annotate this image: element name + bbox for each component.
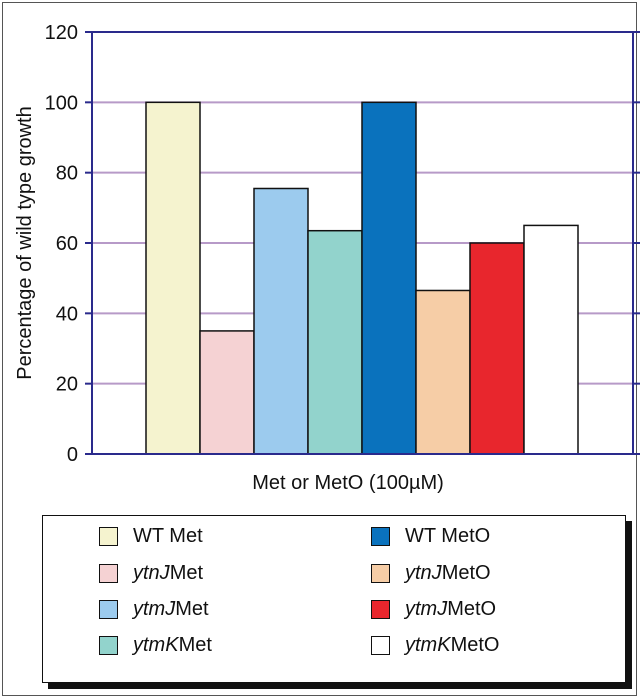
legend-label: WT Met — [133, 524, 203, 547]
legend-gene: ytmK — [133, 633, 179, 656]
legend-gene: ytmJ — [133, 597, 176, 620]
bar — [253, 187, 309, 455]
bar — [523, 224, 579, 455]
legend-item-ytmj-meto: ytmJ MetO — [371, 595, 496, 623]
bar — [199, 330, 255, 455]
legend-swatch — [99, 599, 118, 619]
y-axis-ticks: 0 20 40 60 80 100 120 — [45, 22, 640, 466]
legend-swatch — [371, 635, 390, 655]
legend-item-ytmk-met: ytmK Met — [99, 631, 212, 659]
legend-swatch — [371, 599, 390, 619]
y-tick-label: 20 — [56, 374, 78, 396]
y-axis-label: Percentage of wild type growth — [14, 106, 36, 380]
bar — [361, 101, 417, 455]
legend-label: WT MetO — [405, 524, 491, 547]
x-axis-label: Met or MetO (100µM) — [252, 472, 444, 494]
legend-label: MetO — [447, 597, 497, 620]
y-tick-label: 60 — [56, 233, 78, 255]
legend-swatch — [99, 563, 118, 583]
legend: WT Met ytnJ Met ytmJ Met ytmK Met WT Met… — [42, 515, 626, 683]
legend-label: MetO — [441, 561, 491, 584]
legend-item-ytmk-meto: ytmK MetO — [371, 631, 499, 659]
y-tick-label: 0 — [67, 444, 78, 466]
legend-label: Met — [169, 561, 204, 584]
legend-item-ytmj-met: ytmJ Met — [99, 595, 209, 623]
bars — [145, 101, 579, 455]
bar — [415, 289, 471, 455]
y-tick-label: 40 — [56, 303, 78, 325]
legend-item-ytnj-met: ytnJ Met — [99, 559, 203, 587]
legend-gene: ytnJ — [133, 561, 170, 584]
legend-label: Met — [178, 633, 212, 656]
legend-label: MetO — [450, 633, 500, 656]
legend-gene: ytmK — [405, 633, 451, 656]
legend-item-ytnj-meto: ytnJ MetO — [371, 559, 491, 587]
bar — [145, 101, 201, 455]
legend-item-wt-met: WT Met — [99, 522, 203, 550]
legend-swatch — [371, 526, 390, 546]
bar — [469, 242, 525, 455]
legend-gene: ytnJ — [405, 561, 442, 584]
legend-swatch — [99, 526, 118, 546]
legend-swatch — [99, 635, 118, 655]
y-tick-label: 120 — [45, 22, 78, 44]
y-tick-label: 80 — [56, 163, 78, 185]
legend-item-wt-meto: WT MetO — [371, 522, 490, 550]
y-tick-label: 100 — [45, 92, 78, 114]
legend-swatch — [371, 563, 390, 583]
bar — [307, 229, 363, 455]
legend-gene: ytmJ — [405, 597, 448, 620]
bar-chart: 0 20 40 60 80 100 120 Percentage of wild type … — [14, 22, 640, 494]
legend-label: Met — [175, 597, 209, 620]
